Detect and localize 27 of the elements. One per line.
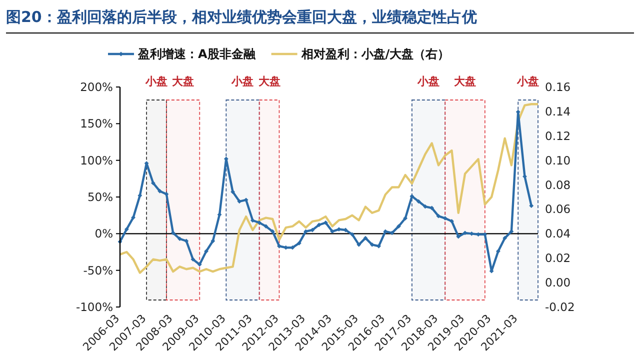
y2-tick-label: 0.06 — [545, 202, 571, 216]
y-tick-label: 0% — [94, 226, 114, 241]
legend-label: 盈利增速：A股非金融 — [137, 47, 256, 61]
y-tick-label: 150% — [80, 116, 114, 131]
band-label: 大盘 — [172, 75, 194, 88]
y2-tick-label: 0.12 — [545, 128, 571, 143]
y-tick-label: 50% — [87, 190, 114, 204]
y-tick-label: -100% — [76, 300, 114, 314]
y2-tick-label: 0.10 — [545, 153, 571, 168]
y-tick-label: -50% — [83, 263, 114, 278]
y2-tick-label: 0.00 — [545, 276, 571, 290]
y2-tick-label: 0.08 — [545, 178, 571, 192]
band-label: 大盘 — [258, 75, 280, 88]
y2-tick-label: 0.04 — [545, 226, 571, 241]
legend-label: 相对盈利：小盘/大盘（右） — [300, 47, 450, 61]
band-label: 小盘 — [516, 75, 540, 88]
band-label: 大盘 — [454, 75, 476, 88]
band-label: 小盘 — [144, 75, 168, 88]
band-label: 小盘 — [230, 75, 254, 88]
y2-tick-label: -0.02 — [545, 300, 575, 314]
chart-title: 图20：盈利回落的后半段，相对业绩优势会重回大盘，业绩稳定性占优 — [6, 8, 477, 26]
y2-tick-label: 0.16 — [545, 80, 571, 94]
band-label: 小盘 — [416, 75, 440, 88]
y-tick-label: 100% — [80, 153, 114, 168]
y-tick-label: 200% — [80, 80, 114, 94]
y2-tick-label: 0.02 — [545, 251, 571, 266]
y2-tick-label: 0.14 — [545, 104, 571, 118]
